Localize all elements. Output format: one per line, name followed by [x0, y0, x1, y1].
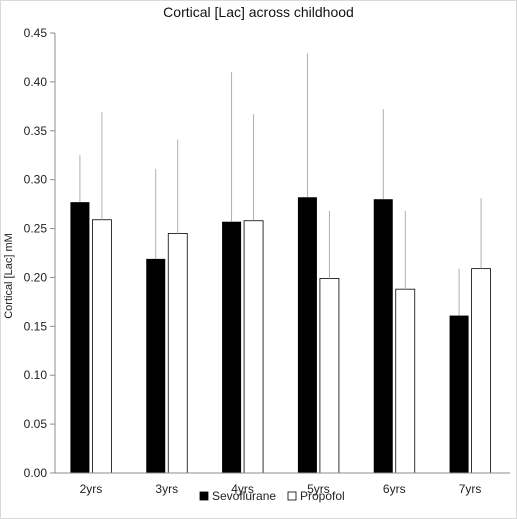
x-tick-label-6yrs: 6yrs: [383, 482, 406, 496]
x-tick-label-2yrs: 2yrs: [80, 482, 103, 496]
y-tick-label: 0.30: [24, 173, 48, 187]
chart-title: Cortical [Lac] across childhood: [163, 4, 354, 20]
bar-sevoflurane-2yrs: [70, 202, 90, 473]
error-bars-layer: [79, 53, 482, 316]
y-tick-label: 0.05: [24, 417, 48, 431]
x-tick-label-7yrs: 7yrs: [459, 482, 482, 496]
bar-propofol-5yrs: [319, 278, 340, 474]
legend-label-propofol: Propofol: [300, 489, 345, 503]
bar-propofol-3yrs: [167, 233, 188, 474]
x-tick-label-3yrs: 3yrs: [155, 482, 178, 496]
y-axis: 0.00 0.05 0.10 0.15 0.20 0.25 0.30 0.35 0.40 0.45: [24, 26, 56, 480]
y-tick-label: 0.25: [24, 222, 48, 236]
x-tick-label-4yrs: 4yrs: [231, 482, 254, 496]
bar-propofol-7yrs: [471, 268, 491, 474]
bar-propofol-4yrs: [243, 220, 264, 474]
y-tick-label: 0.10: [24, 368, 48, 382]
y-tick-label: 0.45: [24, 26, 48, 40]
bars-layer: [70, 197, 491, 474]
x-tick-label-5yrs: 5yrs: [307, 482, 330, 496]
bar-sevoflurane-3yrs: [146, 258, 166, 473]
bar-propofol-2yrs: [92, 219, 112, 474]
legend: Sevoflurane Propofol: [199, 489, 345, 503]
y-tick-label: 0.40: [24, 75, 48, 89]
y-tick-label: 0.35: [24, 124, 48, 138]
bar-propofol-6yrs: [395, 288, 416, 474]
x-axis: 2yrs 3yrs 4yrs 5yrs 6yrs 7yrs: [55, 472, 510, 496]
y-tick-label: 0.15: [24, 319, 48, 333]
bar-sevoflurane-5yrs: [297, 197, 317, 473]
bar-sevoflurane-4yrs: [222, 221, 242, 473]
legend-swatch-sevoflurane: [199, 491, 209, 501]
bar-sevoflurane-7yrs: [449, 315, 469, 473]
y-tick-label: 0.20: [24, 270, 48, 284]
bar-sevoflurane-6yrs: [373, 199, 393, 473]
y-axis-title: Cortical [Lac] mM: [3, 233, 15, 319]
legend-label-sevoflurane: Sevoflurane: [212, 489, 276, 503]
y-tick-label: 0.00: [24, 466, 48, 480]
legend-swatch-propofol: [287, 491, 297, 501]
